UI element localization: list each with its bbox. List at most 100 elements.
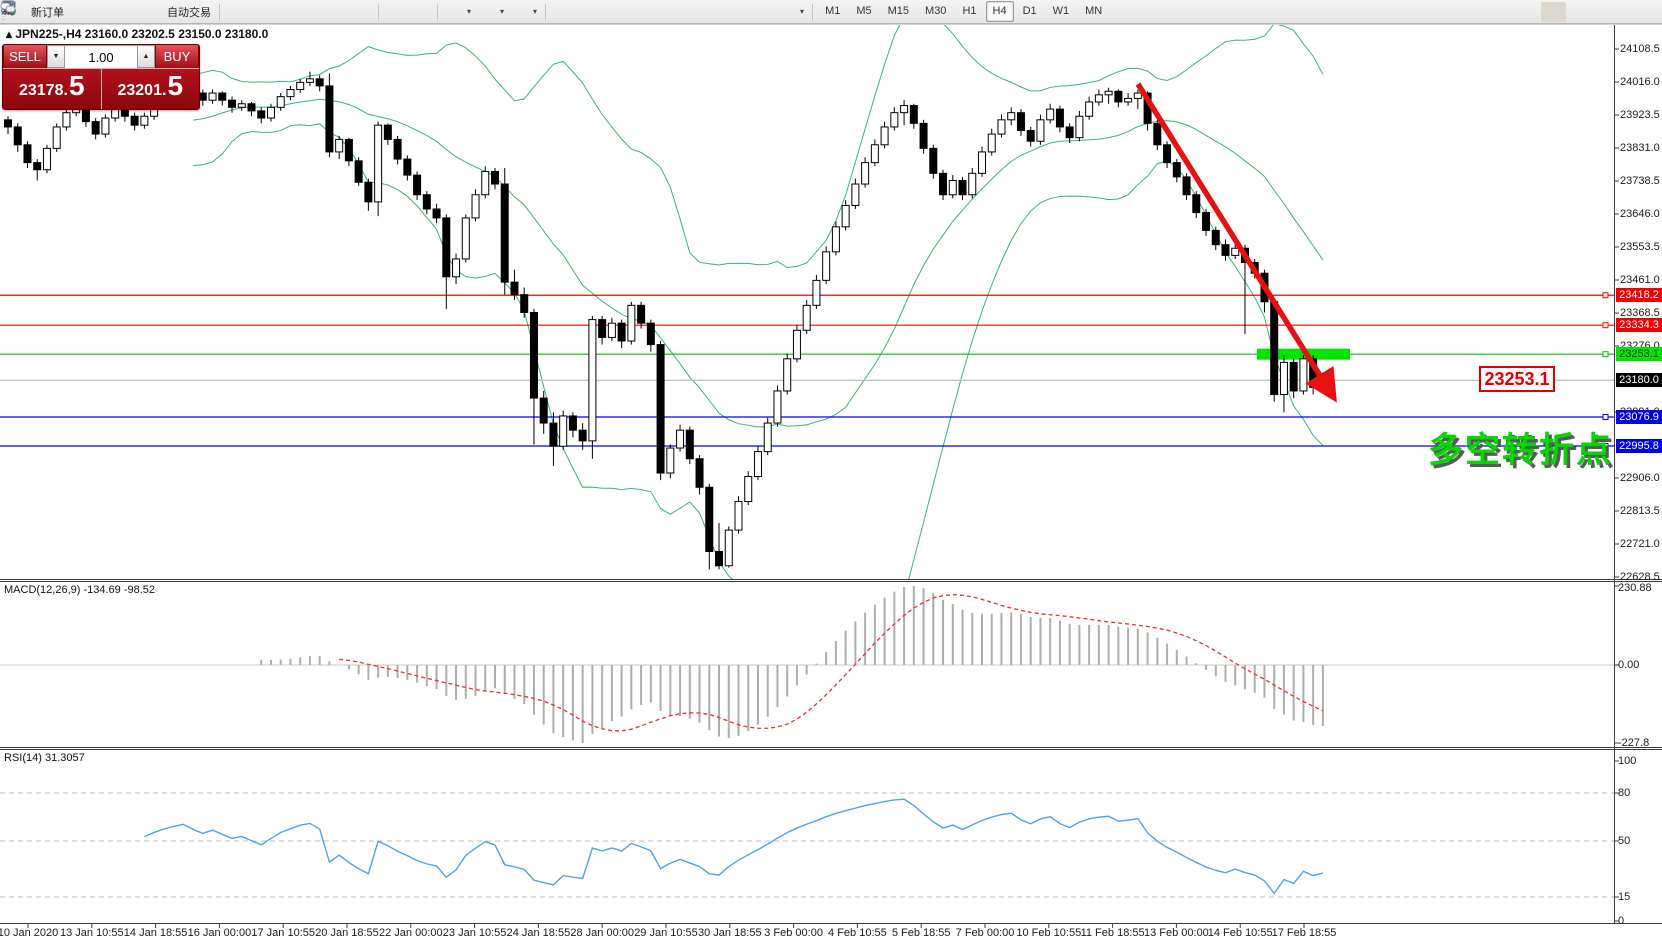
date-tick-label: 5 Feb 18:55 <box>891 927 951 939</box>
macd-pane[interactable] <box>0 586 1614 743</box>
price-line-label: 22995.8 <box>1616 438 1662 453</box>
add-indicator-button[interactable]: ▾ <box>1 1 475 22</box>
price-tick-label: 23461.0 <box>1620 274 1660 286</box>
chart-shift-icon[interactable] <box>2 2 433 22</box>
main-pane[interactable] <box>0 24 1614 633</box>
timeframe-button-w1[interactable]: W1 <box>1052 5 1070 17</box>
signals-icon[interactable] <box>2 2 143 22</box>
line-anchor-handle <box>1602 292 1609 299</box>
price-callout-box[interactable]: 23253.1 <box>1479 366 1555 392</box>
fibonacci-tool-icon[interactable]: F <box>2 2 725 22</box>
timeframe-button-h4[interactable]: H4 <box>985 1 1014 22</box>
line-anchor-handle <box>1602 322 1609 329</box>
rsi-indicator-label: RSI(14) 31.3057 <box>4 752 85 764</box>
vertical-line-tool-icon[interactable] <box>7 1 625 22</box>
dropdown-caret: ▾ <box>500 7 505 16</box>
volume-decrease-button[interactable]: ▼ <box>47 45 65 68</box>
chart-header: ▴ JPN225-,H4 23160.0 23202.5 23150.0 231… <box>6 27 268 41</box>
rsi-axis-tick: 100 <box>1618 755 1637 767</box>
macd-values: -134.69 -98.52 <box>83 584 156 596</box>
dropdown-caret: ▾ <box>467 7 472 16</box>
price-tick-label: 23831.0 <box>1620 142 1660 154</box>
chart-canvas[interactable] <box>0 24 1662 944</box>
price-tick-label: 24016.0 <box>1620 76 1660 88</box>
price-line-label: 23076.9 <box>1616 410 1662 425</box>
text-tool-icon[interactable]: A <box>4 1 750 22</box>
date-tick-label: 13 Jan 10:55 <box>59 927 124 939</box>
timeframe-button-m30[interactable]: M30 <box>925 5 947 17</box>
date-tick-label: 10 Feb 10:55 <box>1016 927 1082 939</box>
line-anchor-handle <box>1602 414 1609 421</box>
profiles-icon[interactable] <box>1 2 93 22</box>
turning-point-annotation[interactable]: 多空转折点 <box>1428 431 1614 470</box>
date-tick-label: 16 Jan 00:00 <box>187 927 252 939</box>
price-line-label: 23334.3 <box>1616 318 1662 333</box>
add-indicator-icon <box>1 1 463 20</box>
trend-arrow[interactable] <box>1135 82 1337 403</box>
trendline-tool-icon[interactable] <box>1 2 675 22</box>
date-tick-label: 29 Jan 10:55 <box>634 927 698 939</box>
rsi-axis-tick: 15 <box>1618 891 1631 903</box>
buy-price-dot: . <box>161 82 167 99</box>
text-label-tool-icon[interactable]: T <box>1 1 775 22</box>
bar-chart-type-icon[interactable] <box>2 2 249 22</box>
arrows-tool-icon <box>3 3 796 20</box>
timeframe-button-m15[interactable]: M15 <box>887 5 910 17</box>
autotrading-button[interactable]: 自动交易 <box>1 1 215 22</box>
chat-icon[interactable] <box>0 1 1566 22</box>
zoom-in-icon[interactable] <box>2 2 324 22</box>
buy-button[interactable]: BUY <box>155 45 199 68</box>
candles-layer <box>4 71 1327 570</box>
date-tick-label: 10 Jan 2020 <box>0 927 59 939</box>
search-icon[interactable] <box>2 1 1531 22</box>
bollinger-upper-band <box>192 25 1324 269</box>
tile-windows-icon[interactable] <box>1 1 374 22</box>
horizontal-line-tool-icon[interactable] <box>1 2 650 22</box>
macd-axis-max: 230.88 <box>1618 582 1652 594</box>
timeframe-button-m1[interactable]: M1 <box>825 5 841 17</box>
new-order-label: 新订单 <box>31 6 64 19</box>
price-tick-label: 22628.5 <box>1620 571 1660 583</box>
volume-input[interactable]: 1.00 <box>65 45 137 68</box>
market-watch-icon[interactable] <box>1 1 118 22</box>
candlestick-chart-type-icon[interactable] <box>2 1 274 22</box>
chart-area[interactable]: ▴ JPN225-,H4 23160.0 23202.5 23150.0 231… <box>0 24 1662 944</box>
cursor-tool-icon[interactable] <box>4 2 575 22</box>
panel-toggle-icon[interactable]: ▴ <box>6 27 13 41</box>
price-tick-label: 23738.5 <box>1620 175 1660 187</box>
price-tick-label: 24108.5 <box>1620 43 1660 55</box>
dropdown-caret: ▾ <box>533 7 538 16</box>
price-tick-label: 22813.5 <box>1620 505 1660 517</box>
one-click-trade-panel: SELL ▼ 1.00 ▲ BUY 23178 . 5 23201 . 5 <box>2 44 200 110</box>
timeframe-button-mn[interactable]: MN <box>1085 5 1103 17</box>
timeframe-button-d1[interactable]: D1 <box>1022 5 1037 17</box>
sell-button[interactable]: SELL <box>3 45 47 68</box>
auto-scroll-icon[interactable] <box>2 2 408 22</box>
rsi-pane[interactable] <box>0 792 1614 898</box>
date-tick-label: 14 Feb 10:55 <box>1207 927 1273 939</box>
toolbar-separator <box>219 3 220 20</box>
volume-increase-button[interactable]: ▲ <box>137 45 155 68</box>
line-chart-type-icon[interactable] <box>1 2 299 22</box>
zoom-out-icon[interactable] <box>2 2 349 22</box>
templates-button[interactable]: ▾ <box>1 1 541 22</box>
rsi-axis-tick: 80 <box>1618 787 1631 799</box>
date-tick-label: 17 Feb 18:55 <box>1271 927 1337 939</box>
date-tick-label: 28 Jan 00:00 <box>570 927 634 939</box>
price-tick-label: 22906.0 <box>1620 472 1660 484</box>
date-tick-label: 11 Feb 18:55 <box>1080 927 1145 939</box>
macd-axis-zero: 0.00 <box>1618 659 1640 671</box>
timeframe-button-h1[interactable]: H1 <box>962 5 977 17</box>
rsi-axis-tick: 0 <box>1618 915 1625 927</box>
periods-button[interactable]: ▾ <box>1 1 508 22</box>
buy-price[interactable]: 23201 . 5 <box>102 69 200 109</box>
autotrading-icon <box>1 1 164 20</box>
timeframe-button-m5[interactable]: M5 <box>856 5 872 17</box>
sell-price[interactable]: 23178 . 5 <box>3 69 102 109</box>
clock-icon <box>1 1 496 20</box>
date-tick-label: 14 Jan 18:55 <box>123 927 188 939</box>
crosshair-tool-icon[interactable] <box>2 2 600 22</box>
arrows-tool-button[interactable]: ▾ <box>3 1 808 22</box>
price-line-label: 23180.0 <box>1616 373 1662 388</box>
channel-tool-icon[interactable]: E <box>0 2 700 22</box>
